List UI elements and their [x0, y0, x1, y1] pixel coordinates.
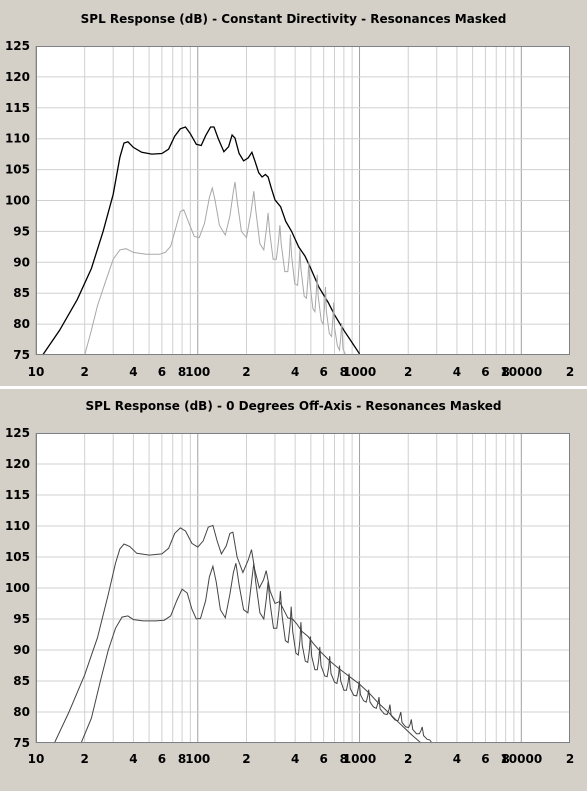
- divider: [0, 386, 587, 389]
- chart-panel-bottom: SPL Response (dB) - 0 Degrees Off-Axis -…: [0, 389, 587, 791]
- y-tick-label: 115: [5, 488, 30, 502]
- x-tick-label: 4: [453, 365, 461, 379]
- y-tick-label: 75: [13, 348, 30, 362]
- x-tick-label: 4: [291, 752, 299, 766]
- series-line-1: [42, 126, 361, 356]
- plot-frame: [36, 433, 570, 743]
- y-tick-label: 80: [13, 317, 30, 331]
- x-tick-label: 6: [319, 752, 327, 766]
- y-tick-label: 95: [13, 224, 30, 238]
- y-tick-label: 105: [5, 163, 30, 177]
- x-tick-label: 2: [242, 752, 250, 766]
- x-tick-label: 6: [481, 365, 489, 379]
- y-tick-label: 105: [5, 550, 30, 564]
- series-line-2: [84, 181, 347, 356]
- x-tick-label: 8: [340, 365, 348, 379]
- x-tick-label: 6: [481, 752, 489, 766]
- y-tick-label: 95: [13, 612, 30, 626]
- x-tick-label: 10: [28, 752, 45, 766]
- x-tick-label: 2: [242, 365, 250, 379]
- series-line-2: [80, 563, 433, 744]
- x-tick-label: 2: [566, 365, 574, 379]
- x-tick-label: 8: [178, 365, 186, 379]
- y-tick-label: 110: [5, 132, 30, 146]
- y-tick-label: 125: [5, 39, 30, 53]
- x-tick-label: 10000: [500, 365, 542, 379]
- x-tick-label: 100: [185, 365, 210, 379]
- y-tick-label: 110: [5, 519, 30, 533]
- x-tick-label: 8: [178, 752, 186, 766]
- y-tick-label: 90: [13, 255, 30, 269]
- y-tick-label: 115: [5, 101, 30, 115]
- y-tick-label: 75: [13, 736, 30, 750]
- chart-title-top: SPL Response (dB) - Constant Directivity…: [80, 12, 507, 26]
- y-tick-label: 100: [5, 194, 30, 208]
- y-tick-label: 100: [5, 581, 30, 595]
- x-tick-label: 4: [453, 752, 461, 766]
- x-tick-label: 10000: [500, 752, 542, 766]
- y-tick-label: 120: [5, 457, 30, 471]
- x-tick-label: 2: [566, 752, 574, 766]
- x-tick-label: 4: [129, 365, 137, 379]
- x-tick-label: 4: [129, 752, 137, 766]
- x-tick-label: 8: [340, 752, 348, 766]
- x-tick-label: 6: [158, 365, 166, 379]
- chart-title-bottom: SPL Response (dB) - 0 Degrees Off-Axis -…: [85, 399, 502, 413]
- x-tick-label: 6: [319, 365, 327, 379]
- y-tick-label: 125: [5, 426, 30, 440]
- x-tick-label: 4: [291, 365, 299, 379]
- y-tick-label: 90: [13, 643, 30, 657]
- chart-panel-top: SPL Response (dB) - Constant Directivity…: [0, 0, 587, 387]
- x-tick-label: 8: [501, 365, 509, 379]
- x-tick-label: 1000: [343, 365, 376, 379]
- x-tick-label: 6: [158, 752, 166, 766]
- x-tick-label: 100: [185, 752, 210, 766]
- y-tick-label: 120: [5, 70, 30, 84]
- y-tick-label: 80: [13, 705, 30, 719]
- x-tick-label: 2: [404, 752, 412, 766]
- y-tick-label: 85: [13, 674, 30, 688]
- x-tick-label: 2: [81, 752, 89, 766]
- x-tick-label: 2: [81, 365, 89, 379]
- series-line-1: [53, 524, 422, 744]
- plot-frame: [36, 46, 570, 355]
- x-tick-label: 1000: [343, 752, 376, 766]
- x-tick-label: 10: [28, 365, 45, 379]
- x-tick-label: 8: [501, 752, 509, 766]
- y-tick-label: 85: [13, 286, 30, 300]
- x-tick-label: 2: [404, 365, 412, 379]
